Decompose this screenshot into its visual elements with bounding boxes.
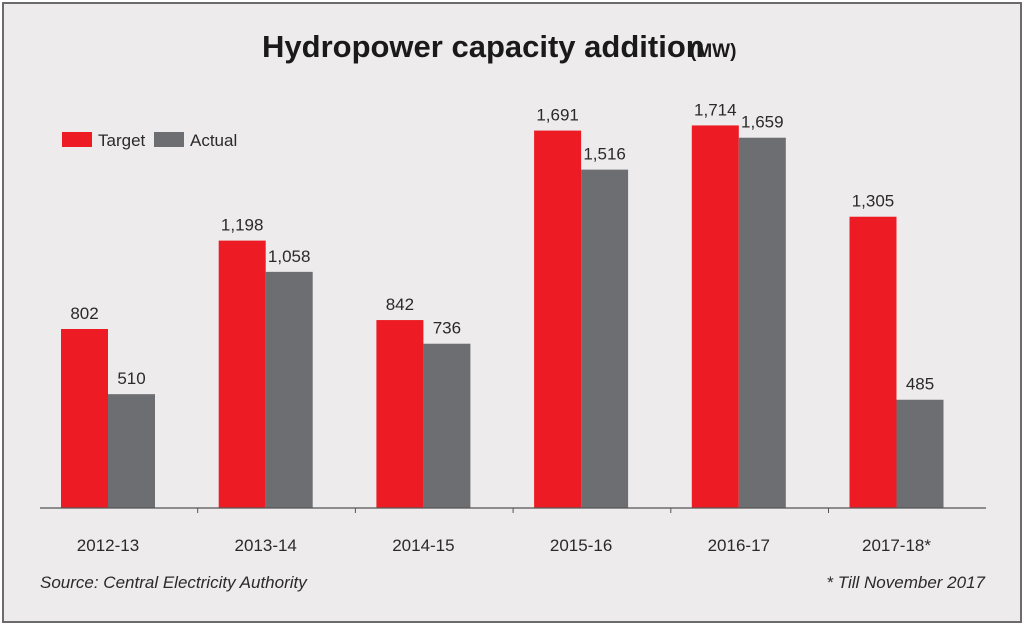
bar-target-2012-13 <box>61 328 108 508</box>
bar-actual-2012-13 <box>108 394 155 508</box>
x-tick-label: 2015-16 <box>550 536 612 555</box>
legend-swatch-target <box>62 132 92 147</box>
bar-target-2014-15 <box>376 320 424 508</box>
bar-target-2013-14 <box>218 240 266 509</box>
data-label-actual-2016-17: 1,659 <box>741 113 784 132</box>
x-tick-label: 2013-14 <box>235 536 297 555</box>
bar-actual-2016-17 <box>738 137 786 509</box>
footnote: * Till November 2017 <box>826 573 985 592</box>
bar-target-2016-17 <box>691 125 739 508</box>
bar-actual-2017-18* <box>896 399 944 508</box>
legend-swatch-actual <box>154 132 184 147</box>
data-label-target-2012-13: 802 <box>70 304 98 323</box>
legend-label-actual: Actual <box>190 131 237 150</box>
source-note: Source: Central Electricity Authority <box>40 573 308 592</box>
chart-title: Hydropower capacity addition <box>262 29 705 64</box>
x-tick-label: 2012-13 <box>77 536 139 555</box>
bar-actual-2014-15 <box>423 343 471 508</box>
x-tick-label: 2014-15 <box>392 536 454 555</box>
bar-target-2017-18* <box>849 216 897 508</box>
legend-label-target: Target <box>98 131 146 150</box>
bar-actual-2015-16 <box>581 169 629 509</box>
bar-target-2015-16 <box>534 130 582 509</box>
data-label-actual-2014-15: 736 <box>433 319 461 338</box>
data-label-target-2014-15: 842 <box>386 295 414 314</box>
data-label-target-2013-14: 1,198 <box>221 216 264 235</box>
x-tick-label: 2017-18* <box>862 536 931 555</box>
data-label-actual-2017-18*: 485 <box>906 375 934 394</box>
bar-actual-2013-14 <box>265 271 313 508</box>
data-label-actual-2012-13: 510 <box>117 369 145 388</box>
data-label-target-2017-18*: 1,305 <box>852 192 895 211</box>
x-tick-label: 2016-17 <box>708 536 770 555</box>
data-label-actual-2013-14: 1,058 <box>268 247 311 266</box>
chart-title-unit: (MW) <box>690 41 736 62</box>
data-label-target-2016-17: 1,714 <box>694 100 737 119</box>
data-label-target-2015-16: 1,691 <box>536 106 579 125</box>
data-label-actual-2015-16: 1,516 <box>583 145 626 164</box>
